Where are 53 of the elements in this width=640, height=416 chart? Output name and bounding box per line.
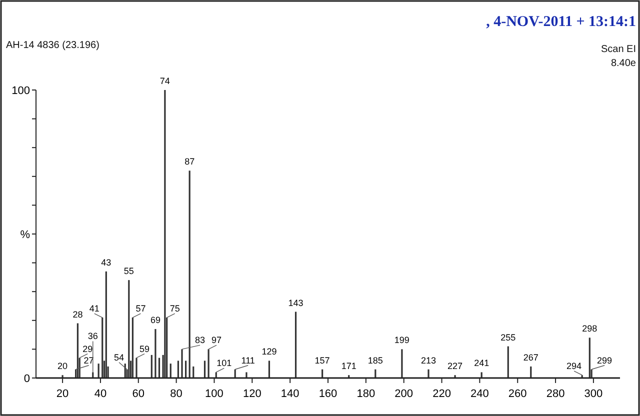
annotation: 157 [314, 355, 330, 366]
x-tick-label: 240 [470, 388, 489, 400]
annotation: 41 [89, 304, 100, 314]
x-tick-label: 60 [132, 388, 145, 400]
y-axis-title: % [20, 229, 30, 241]
x-tick-label: 120 [242, 388, 262, 400]
x-tick-label: 100 [205, 388, 224, 400]
annotation: 241 [474, 358, 490, 368]
x-tick-label: 180 [356, 388, 376, 400]
annotation: 227 [448, 361, 463, 372]
x-tick-label: 260 [508, 388, 527, 400]
annotation: 20 [58, 361, 68, 372]
annotation: 97 [212, 335, 222, 346]
annotation: 69 [150, 315, 160, 326]
text: 8.40e [610, 58, 636, 69]
annotation: 255 [500, 332, 516, 342]
x-tick-label: 300 [584, 388, 603, 400]
x-tick-label: 80 [170, 388, 182, 400]
annotation: 299 [597, 355, 612, 366]
x-tick-label: 40 [94, 388, 107, 400]
annotation: 54 [114, 352, 124, 362]
annotation: 28 [72, 309, 83, 320]
annotation: 74 [160, 76, 170, 86]
annotation: 294 [566, 361, 582, 372]
annotation: 267 [523, 352, 538, 362]
annotation: 55 [124, 266, 134, 276]
annotation: 129 [262, 346, 277, 357]
annotation: 29 [82, 344, 93, 354]
chart-subtitle: AH-14 4836 (23.196) [6, 40, 100, 51]
annotation: 59 [139, 344, 150, 354]
annotation: 75 [170, 304, 180, 314]
annotation: 199 [394, 335, 410, 346]
x-tick-label: 200 [394, 388, 414, 400]
annotation: 57 [136, 304, 146, 314]
annotation: 213 [420, 355, 436, 366]
annotation: 83 [194, 335, 206, 346]
x-tick-label: 280 [546, 388, 565, 400]
chart-title: , 4-NOV-2011 + 13:14:1 [486, 14, 636, 30]
annotation: 87 [184, 156, 195, 167]
annotation: 101 [216, 358, 232, 368]
annotation: 36 [88, 331, 98, 342]
annotation: 171 [341, 361, 356, 372]
annotation: 298 [582, 324, 598, 334]
y-tick-label: 0 [24, 373, 30, 385]
x-tick-label: 20 [56, 388, 69, 400]
annotation: 143 [288, 298, 304, 308]
annotation: 111 [241, 355, 255, 366]
x-tick-label: 140 [280, 388, 300, 400]
annotation: 43 [101, 257, 112, 268]
annotation: 185 [368, 355, 383, 366]
x-tick-label: 220 [432, 388, 451, 400]
x-tick-label: 160 [318, 388, 338, 400]
text: Scan EI [600, 44, 636, 55]
